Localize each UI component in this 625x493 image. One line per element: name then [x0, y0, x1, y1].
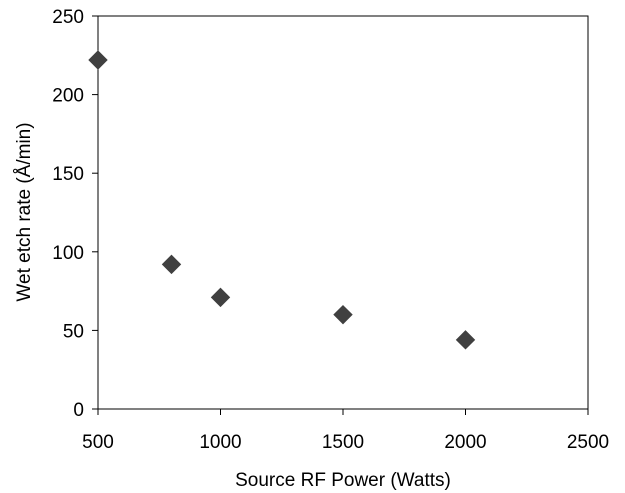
- plot-area: [97, 15, 589, 410]
- y-tick-label: 50: [63, 321, 84, 342]
- data-point: [88, 50, 108, 70]
- x-tick-label: 2500: [567, 432, 609, 453]
- data-point: [455, 330, 476, 350]
- data-point: [161, 254, 182, 275]
- data-point: [210, 287, 231, 308]
- y-tick-label: 100: [52, 243, 84, 264]
- y-tick-label: 200: [52, 86, 84, 107]
- data-point: [333, 304, 353, 325]
- x-tick-label: 2000: [444, 432, 486, 453]
- y-tick-label: 0: [73, 400, 84, 421]
- y-tick-label: 250: [52, 7, 84, 28]
- y-tick-label: 150: [52, 164, 84, 185]
- x-tick-label: 500: [82, 432, 114, 453]
- x-tick-label: 1500: [322, 432, 364, 453]
- x-axis-title: Source RF Power (Watts): [235, 470, 451, 491]
- x-tick-label: 1000: [199, 432, 241, 453]
- y-axis-title: Wet etch rate (Å/min): [14, 122, 35, 301]
